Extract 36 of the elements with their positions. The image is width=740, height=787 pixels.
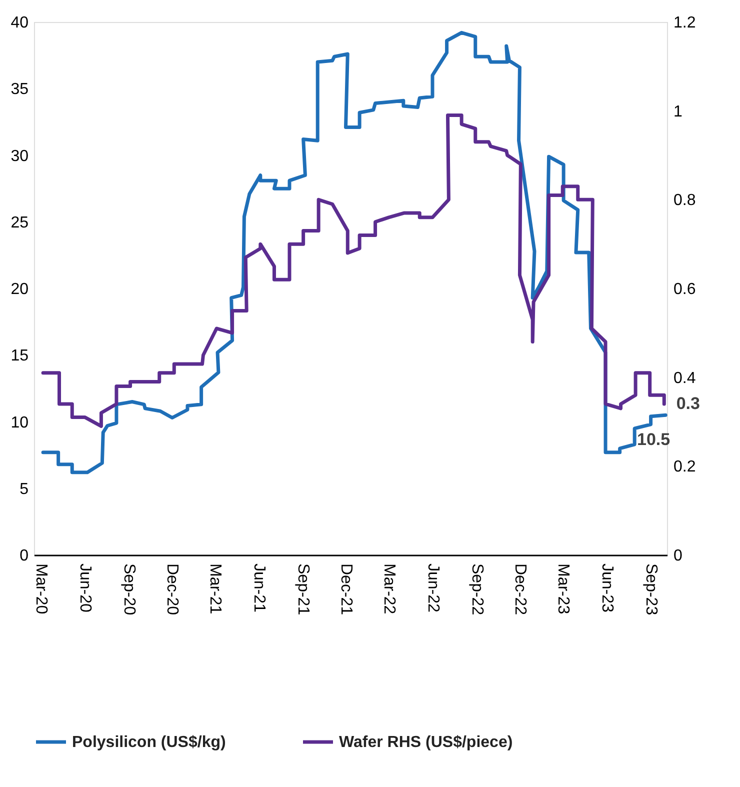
y-tick-label: 25 <box>10 214 29 232</box>
x-tick-label: Dec-21 <box>338 564 355 616</box>
x-tick-label: Mar-23 <box>554 564 572 614</box>
y-tick-label: 40 <box>10 14 29 32</box>
y2-tick-label: 0.8 <box>674 192 696 210</box>
x-tick-label: Mar-21 <box>206 564 224 614</box>
x-tick-label: Dec-20 <box>164 564 181 616</box>
line-series <box>41 114 666 428</box>
y2-tick-label: 0.6 <box>674 281 696 298</box>
x-tick-label: Sep-20 <box>120 564 138 616</box>
y2-tick-label: 0 <box>674 548 682 564</box>
x-tick-label: Mar-22 <box>380 564 398 614</box>
x-tick-label: Jun-21 <box>250 564 268 613</box>
legend-label: Polysilicon (US$/kg) <box>72 734 226 751</box>
x-tick-label: Sep-22 <box>468 564 486 616</box>
y2-tick-label: 1.2 <box>674 14 696 32</box>
y-tick-label: 0 <box>20 548 29 564</box>
y-tick-label: 30 <box>10 148 29 165</box>
x-tick-label: Sep-23 <box>642 564 660 616</box>
x-tick-label: Dec-22 <box>512 564 529 616</box>
x-tick-label: Jun-23 <box>598 564 616 613</box>
y2-tick-label: 0.4 <box>674 370 696 387</box>
x-tick-label: Jun-22 <box>424 564 442 613</box>
data-label: 10.5 <box>637 430 670 450</box>
y2-tick-label: 0.2 <box>674 458 696 476</box>
y2-tick-label: 1 <box>674 103 682 120</box>
x-tick-label: Mar-20 <box>32 564 50 614</box>
y-tick-label: 20 <box>10 281 29 298</box>
y-tick-label: 5 <box>20 480 29 498</box>
y-tick-label: 10 <box>10 414 29 432</box>
legend-label: Wafer RHS (US$/piece) <box>339 734 513 751</box>
x-tick-label: Sep-21 <box>294 564 312 616</box>
x-tick-label: Jun-20 <box>76 564 94 613</box>
data-label: 0.3 <box>676 394 700 413</box>
y-tick-label: 35 <box>10 81 29 98</box>
y-tick-label: 15 <box>10 348 29 365</box>
